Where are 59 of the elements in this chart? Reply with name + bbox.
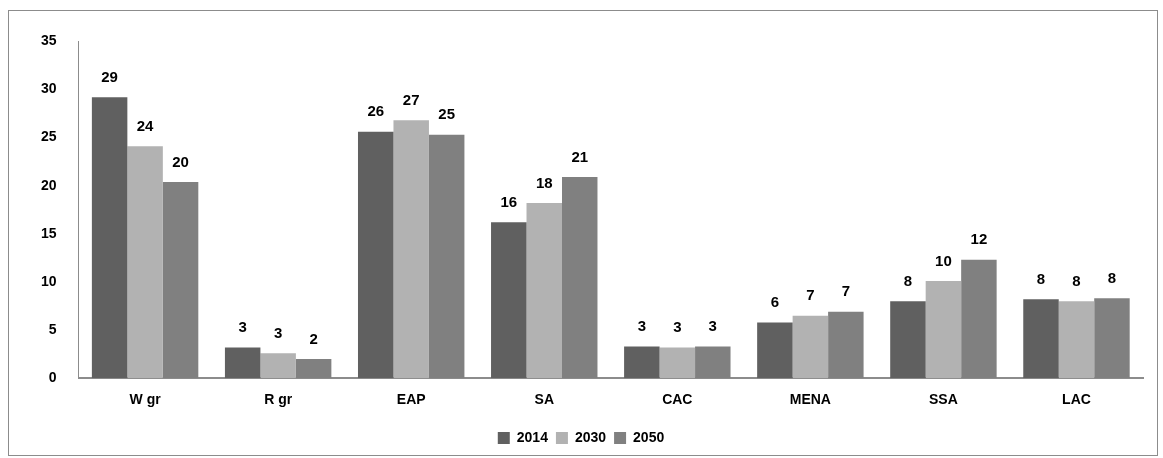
data-label: 3 bbox=[673, 318, 682, 336]
x-tick-label: MENA bbox=[789, 391, 831, 408]
x-tick-label: SSA bbox=[929, 391, 958, 408]
data-label: 18 bbox=[535, 173, 553, 191]
data-label: 8 bbox=[1107, 268, 1117, 286]
data-label: 10 bbox=[935, 251, 952, 269]
data-label: 29 bbox=[101, 67, 118, 85]
x-tick-label: LAC bbox=[1062, 391, 1091, 408]
data-label: 2 bbox=[309, 329, 318, 347]
data-label: 8 bbox=[903, 271, 913, 289]
bar bbox=[890, 301, 926, 379]
legend-label: 2014 bbox=[516, 428, 549, 445]
bar bbox=[1058, 301, 1095, 379]
bar bbox=[1023, 299, 1059, 379]
y-tick-label: 10 bbox=[40, 272, 57, 289]
bar bbox=[357, 131, 394, 379]
data-label: 26 bbox=[367, 102, 385, 120]
bar bbox=[393, 120, 429, 379]
data-label: 27 bbox=[402, 90, 420, 108]
bar bbox=[260, 353, 296, 379]
y-tick-label: 20 bbox=[40, 176, 57, 193]
data-label: 12 bbox=[970, 230, 988, 248]
data-label: 3 bbox=[238, 318, 247, 336]
y-tick-label: 35 bbox=[40, 32, 57, 49]
bar bbox=[624, 346, 660, 379]
data-label: 3 bbox=[637, 317, 646, 335]
data-label: 24 bbox=[136, 116, 155, 134]
data-label: 6 bbox=[770, 293, 780, 311]
data-label: 25 bbox=[438, 105, 456, 123]
data-label: 8 bbox=[1072, 271, 1081, 289]
data-label: 16 bbox=[500, 192, 518, 210]
data-label: 3 bbox=[273, 323, 283, 341]
legend-label: 2050 bbox=[633, 428, 665, 445]
bar bbox=[127, 146, 163, 379]
bar bbox=[792, 315, 829, 379]
data-label: 7 bbox=[841, 282, 851, 300]
data-label: 20 bbox=[172, 152, 189, 170]
legend-label: 2030 bbox=[574, 428, 607, 445]
data-label: 8 bbox=[1036, 269, 1046, 287]
x-tick-label: R gr bbox=[264, 391, 293, 408]
y-tick-label: 25 bbox=[40, 128, 57, 145]
bar bbox=[491, 222, 527, 379]
bar bbox=[757, 322, 793, 379]
x-tick-label: W gr bbox=[129, 391, 162, 408]
x-tick-label: EAP bbox=[396, 391, 426, 408]
bar bbox=[526, 203, 562, 379]
data-label: 7 bbox=[806, 286, 815, 304]
bar bbox=[925, 281, 962, 379]
y-tick-label: 0 bbox=[48, 369, 57, 386]
y-tick-label: 15 bbox=[40, 224, 57, 241]
x-tick-label: SA bbox=[534, 391, 554, 408]
y-tick-label: 30 bbox=[40, 80, 57, 97]
bar bbox=[91, 97, 128, 379]
bar bbox=[659, 347, 696, 379]
bar bbox=[224, 347, 261, 379]
data-label: 21 bbox=[571, 147, 589, 165]
x-tick-label: CAC bbox=[662, 391, 693, 408]
y-tick-label: 5 bbox=[48, 320, 57, 337]
data-label: 3 bbox=[708, 317, 717, 335]
